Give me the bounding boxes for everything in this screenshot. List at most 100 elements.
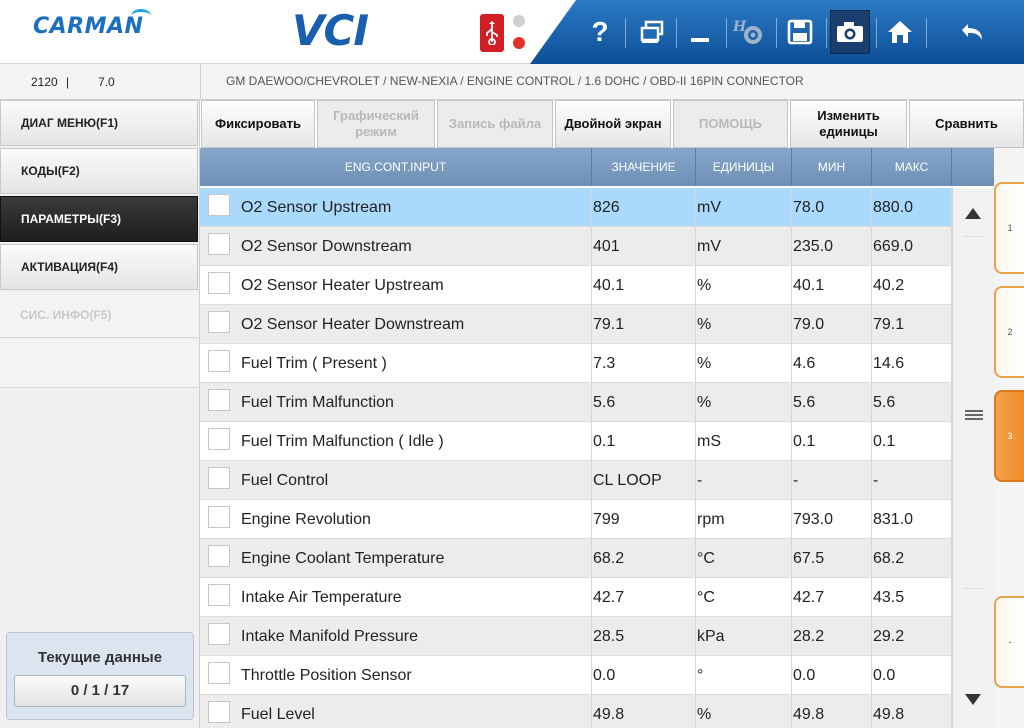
cell-name: Fuel Trim Malfunction ( Idle ) <box>240 422 592 461</box>
cell-value: 0.0 <box>592 656 696 695</box>
vehicle-separator: | <box>66 75 70 89</box>
save-icon[interactable] <box>780 10 820 54</box>
row-checkbox[interactable] <box>208 623 230 645</box>
cell-name: Fuel Control <box>240 461 592 500</box>
row-checkbox[interactable] <box>208 272 230 294</box>
table-row[interactable]: O2 Sensor Heater Downstream 79.1% 79.0 79.1 <box>200 305 952 344</box>
back-icon[interactable] <box>952 10 992 54</box>
table-row[interactable]: Fuel Control CL LOOP - - - <box>200 461 952 500</box>
cell-unit[interactable]: °C <box>696 578 792 617</box>
table-row[interactable]: O2 Sensor Downstream 401 mV 235.0 669.0 <box>200 227 952 266</box>
cell-max: 5.6 <box>872 383 952 422</box>
table-row[interactable]: Engine Coolant Temperature 68.2 °C 67.5 68.2 <box>200 539 952 578</box>
menu-activation[interactable]: АКТИВАЦИЯ(F4) <box>0 244 198 290</box>
cell-unit: % <box>696 266 792 305</box>
cell-unit: rpm <box>696 500 792 539</box>
cell-max: 79.1 <box>872 305 952 344</box>
menu-codes[interactable]: КОДЫ(F2) <box>0 148 198 194</box>
minimize-icon[interactable] <box>680 10 720 54</box>
table-row[interactable]: O2 Sensor Heater Upstream 40.1% 40.1 40.2 <box>200 266 952 305</box>
row-checkbox[interactable] <box>208 467 230 489</box>
usb-icon <box>480 14 504 52</box>
cell-max: 831.0 <box>872 500 952 539</box>
page-tab-2[interactable]: 2 <box>994 286 1024 378</box>
vehicle-info-bar: 2120 | 7.0 GM DAEWOO/CHEVROLET / NEW-NEX… <box>0 64 1024 100</box>
table-row[interactable]: Throttle Position Sensor 0.0 ° 0.0 0.0 <box>200 656 952 695</box>
row-checkbox[interactable] <box>208 350 230 372</box>
column-header-min[interactable]: МИН <box>792 148 872 186</box>
table-row[interactable]: O2 Sensor Upstream 826 mV 78.0 880.0 <box>200 188 952 227</box>
page-tab-1[interactable]: 1 <box>994 182 1024 274</box>
row-checkbox[interactable] <box>208 701 230 723</box>
parameter-table: O2 Sensor Upstream 826 mV 78.0 880.0 O2 Senso… <box>200 188 952 728</box>
dual-screen-button[interactable]: Двойной экран <box>555 100 671 148</box>
cell-value: 40.1 <box>592 266 696 305</box>
toolbar <box>530 0 1024 64</box>
menu-empty-slot <box>0 340 198 388</box>
current-data-panel: Текущие данные 0 / 1 / 17 <box>6 632 194 720</box>
software-version: 7.0 <box>98 75 115 89</box>
row-checkbox[interactable] <box>208 662 230 684</box>
row-checkbox[interactable] <box>208 584 230 606</box>
cell-name: O2 Sensor Heater Upstream <box>240 266 592 305</box>
row-checkbox[interactable] <box>208 545 230 567</box>
home-icon[interactable] <box>880 10 920 54</box>
cell-name: O2 Sensor Heater Downstream <box>240 305 592 344</box>
page-tab-3[interactable]: 3 <box>994 390 1024 482</box>
cell-max: 14.6 <box>872 344 952 383</box>
camera-icon[interactable] <box>830 10 870 54</box>
column-header-value[interactable]: ЗНАЧЕНИЕ <box>592 148 696 186</box>
help-icon[interactable]: ? <box>591 16 609 47</box>
cell-name: Intake Air Temperature <box>240 578 592 617</box>
cell-min: 4.6 <box>792 344 872 383</box>
svg-text:H: H <box>733 19 747 35</box>
compare-button[interactable]: Сравнить <box>909 100 1024 148</box>
settings-icon[interactable]: H <box>730 10 770 54</box>
column-header-name[interactable]: ENG.CONT.INPUT <box>200 148 592 186</box>
current-data-counter[interactable]: 0 / 1 / 17 <box>14 675 186 707</box>
table-row[interactable]: Fuel Trim ( Present ) 7.3% 4.6 14.6 <box>200 344 952 383</box>
row-checkbox[interactable] <box>208 428 230 450</box>
scroll-up-icon[interactable] <box>965 208 981 219</box>
cell-max: 68.2 <box>872 539 952 578</box>
row-checkbox[interactable] <box>208 311 230 333</box>
row-checkbox[interactable] <box>208 506 230 528</box>
row-checkbox[interactable] <box>208 194 230 216</box>
row-checkbox[interactable] <box>208 389 230 411</box>
table-row[interactable]: Fuel Trim Malfunction 5.6% 5.6 5.6 <box>200 383 952 422</box>
cell-max: 880.0 <box>872 188 952 227</box>
freeze-button[interactable]: Фиксировать <box>201 100 315 148</box>
table-row[interactable]: Intake Air Temperature 42.7 °C 42.7 43.5 <box>200 578 952 617</box>
cell-min: 42.7 <box>792 578 872 617</box>
page-tab-4[interactable]: - <box>994 596 1024 688</box>
cell-max: 40.2 <box>872 266 952 305</box>
cell-unit: mV <box>696 227 792 266</box>
menu-parameters[interactable]: ПАРАМЕТРЫ(F3) <box>0 196 198 242</box>
table-scrollbar[interactable] <box>952 188 994 728</box>
cell-max: 49.8 <box>872 695 952 728</box>
cell-name: Fuel Level <box>240 695 592 728</box>
cell-unit[interactable]: °C <box>696 539 792 578</box>
cell-value: 42.7 <box>592 578 696 617</box>
window-switch-icon[interactable] <box>632 10 672 54</box>
cell-min: 79.0 <box>792 305 872 344</box>
cell-min: 235.0 <box>792 227 872 266</box>
scroll-grip-icon[interactable] <box>965 410 983 420</box>
row-checkbox[interactable] <box>208 233 230 255</box>
cell-unit[interactable]: kPa <box>696 617 792 656</box>
change-units-button[interactable]: Изменить единицы <box>790 100 907 148</box>
cell-min: 49.8 <box>792 695 872 728</box>
table-row[interactable]: Fuel Level 49.8% 49.8 49.8 <box>200 695 952 728</box>
carman-logo: CARMAN <box>33 9 152 39</box>
cell-name: Fuel Trim Malfunction <box>240 383 592 422</box>
table-row[interactable]: Fuel Trim Malfunction ( Idle ) 0.1 mS 0.1 0.… <box>200 422 952 461</box>
cell-name: Throttle Position Sensor <box>240 656 592 695</box>
help-button: ПОМОЩЬ <box>673 100 788 148</box>
menu-diag-menu[interactable]: ДИАГ МЕНЮ(F1) <box>0 100 198 146</box>
column-header-unit[interactable]: ЕДИНИЦЫ <box>696 148 792 186</box>
table-row[interactable]: Intake Manifold Pressure 28.5 kPa 28.2 29.2 <box>200 617 952 656</box>
table-row[interactable]: Engine Revolution 799 rpm 793.0 831.0 <box>200 500 952 539</box>
scroll-down-icon[interactable] <box>965 694 981 705</box>
column-header-max[interactable]: МАКС <box>872 148 952 186</box>
cell-unit: mS <box>696 422 792 461</box>
